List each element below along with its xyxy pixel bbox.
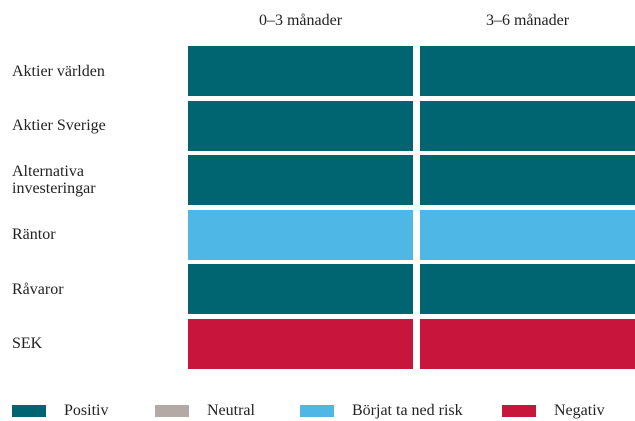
legend-label: Negativ — [554, 402, 605, 419]
row-label: Aktier Sverige — [12, 117, 106, 134]
legend-swatch — [300, 405, 334, 417]
row-label: Alternativa investeringar — [12, 163, 96, 197]
row-label: Aktier världen — [12, 62, 105, 80]
legend-label: Börjat ta ned risk — [352, 402, 463, 419]
legend-swatch — [502, 405, 536, 417]
status-cell — [188, 318, 413, 369]
legend-label: Positiv — [64, 402, 109, 419]
status-cell — [420, 46, 635, 96]
status-cell — [420, 264, 635, 314]
status-cell — [420, 209, 635, 260]
status-cell — [420, 100, 635, 151]
status-cell — [188, 264, 413, 314]
legend-label: Neutral — [207, 402, 255, 419]
row-label: Råvaror — [12, 280, 64, 298]
status-cell — [188, 209, 413, 260]
legend-swatch — [155, 405, 189, 417]
row-label: SEK — [12, 335, 43, 352]
legend-swatch — [12, 405, 46, 417]
row-label: Räntor — [12, 226, 56, 243]
status-cell — [188, 155, 413, 205]
column-header: 3–6 månader — [485, 12, 570, 29]
status-cell — [188, 46, 413, 96]
status-cell — [420, 155, 635, 205]
column-header: 0–3 månader — [258, 12, 343, 29]
status-cell — [188, 100, 413, 151]
status-cell — [420, 318, 635, 369]
